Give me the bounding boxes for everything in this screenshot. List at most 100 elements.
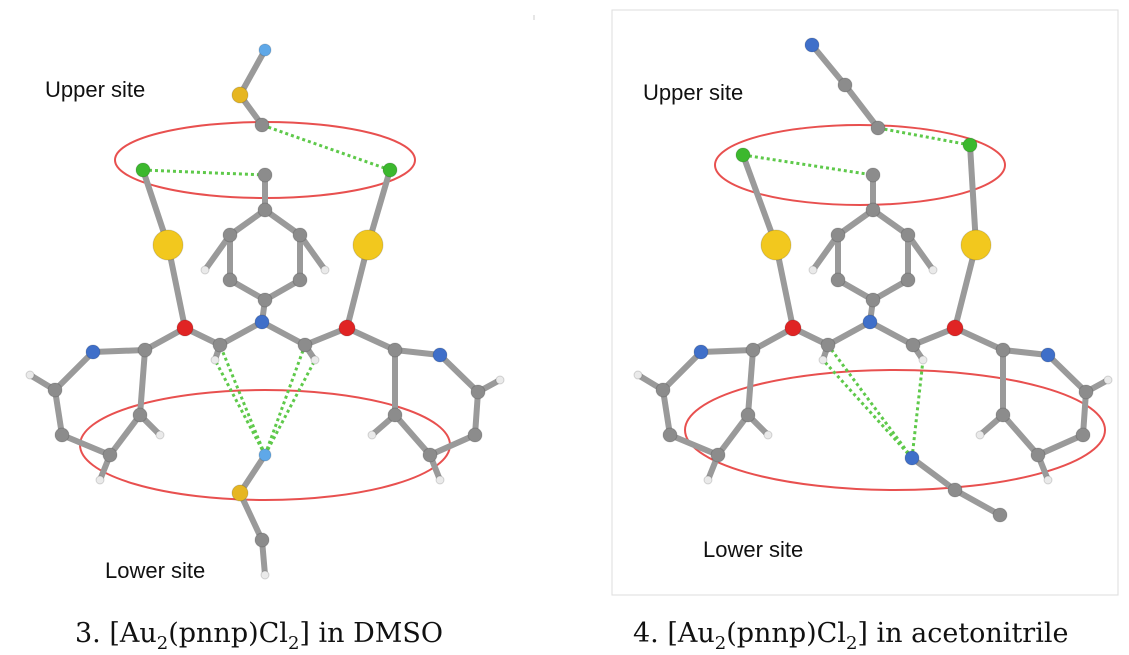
atom — [353, 230, 383, 260]
atom — [201, 266, 209, 274]
atom — [136, 163, 150, 177]
atom — [383, 163, 397, 177]
atom — [866, 168, 880, 182]
atom — [232, 485, 248, 501]
atom — [423, 448, 437, 462]
atom — [138, 343, 152, 357]
atom — [785, 320, 801, 336]
atom — [433, 348, 447, 362]
atom — [996, 408, 1010, 422]
atom — [838, 78, 852, 92]
atom — [1079, 385, 1093, 399]
interaction — [215, 360, 265, 455]
atom — [694, 345, 708, 359]
atom — [831, 228, 845, 242]
atom — [156, 431, 164, 439]
atom — [103, 448, 117, 462]
atom — [764, 431, 772, 439]
atom — [634, 371, 642, 379]
atom — [388, 343, 402, 357]
atom — [211, 356, 219, 364]
atom — [293, 273, 307, 287]
atom — [993, 508, 1007, 522]
atom — [663, 428, 677, 442]
atom — [298, 338, 312, 352]
atom — [258, 293, 272, 307]
upper-site-label: Upper site — [643, 80, 743, 105]
atom — [901, 273, 915, 287]
atom — [232, 87, 248, 103]
atom — [255, 533, 269, 547]
atom — [1044, 476, 1052, 484]
atom — [821, 338, 835, 352]
molecule-dmso — [26, 44, 504, 579]
atom — [996, 343, 1010, 357]
atom — [963, 138, 977, 152]
atom — [261, 571, 269, 579]
atom — [704, 476, 712, 484]
atom — [741, 408, 755, 422]
atom — [929, 266, 937, 274]
atom — [496, 376, 504, 384]
atom — [213, 338, 227, 352]
atom — [819, 356, 827, 364]
bond — [440, 355, 478, 392]
atom — [133, 408, 147, 422]
atom — [961, 230, 991, 260]
atom — [905, 451, 919, 465]
atom — [906, 338, 920, 352]
atom — [1041, 348, 1055, 362]
atom — [255, 118, 269, 132]
figure: Upper site Lower site Upper site Lower s… — [0, 0, 1129, 655]
bond — [701, 350, 753, 352]
interaction — [143, 170, 265, 175]
atom — [258, 203, 272, 217]
bond — [93, 350, 145, 352]
upper-site-label: Upper site — [45, 77, 145, 102]
atom — [948, 483, 962, 497]
atom — [48, 383, 62, 397]
lower-site-label: Lower site — [703, 537, 803, 562]
atom — [711, 448, 725, 462]
atom — [831, 273, 845, 287]
atom — [96, 476, 104, 484]
atom — [919, 356, 927, 364]
bond — [140, 350, 145, 415]
interaction — [265, 360, 315, 455]
atom — [153, 230, 183, 260]
atom — [339, 320, 355, 336]
atom — [866, 293, 880, 307]
atom — [947, 320, 963, 336]
atom — [805, 38, 819, 52]
atom — [255, 315, 269, 329]
atom — [863, 315, 877, 329]
page: {"figures": [ {"upper_label": "Upper sit… — [0, 0, 1129, 655]
caption: 4. [Au2(pnnp)Cl2] in acetonitrile — [633, 618, 1068, 654]
atom — [388, 408, 402, 422]
atom — [321, 266, 329, 274]
atom — [656, 383, 670, 397]
atom — [223, 228, 237, 242]
atom — [259, 44, 271, 56]
atom — [871, 121, 885, 135]
atom — [258, 168, 272, 182]
interaction — [265, 345, 305, 455]
atom — [976, 431, 984, 439]
interaction — [262, 125, 390, 170]
atom — [1076, 428, 1090, 442]
atom — [746, 343, 760, 357]
atom — [761, 230, 791, 260]
atom — [86, 345, 100, 359]
atom — [223, 273, 237, 287]
lower-site-label: Lower site — [105, 558, 205, 583]
atom — [311, 356, 319, 364]
bond — [55, 352, 93, 390]
atom — [259, 449, 271, 461]
atom — [736, 148, 750, 162]
bond — [395, 415, 430, 455]
atom — [368, 431, 376, 439]
atom — [1104, 376, 1112, 384]
atom — [809, 266, 817, 274]
atom — [866, 203, 880, 217]
atom — [471, 385, 485, 399]
